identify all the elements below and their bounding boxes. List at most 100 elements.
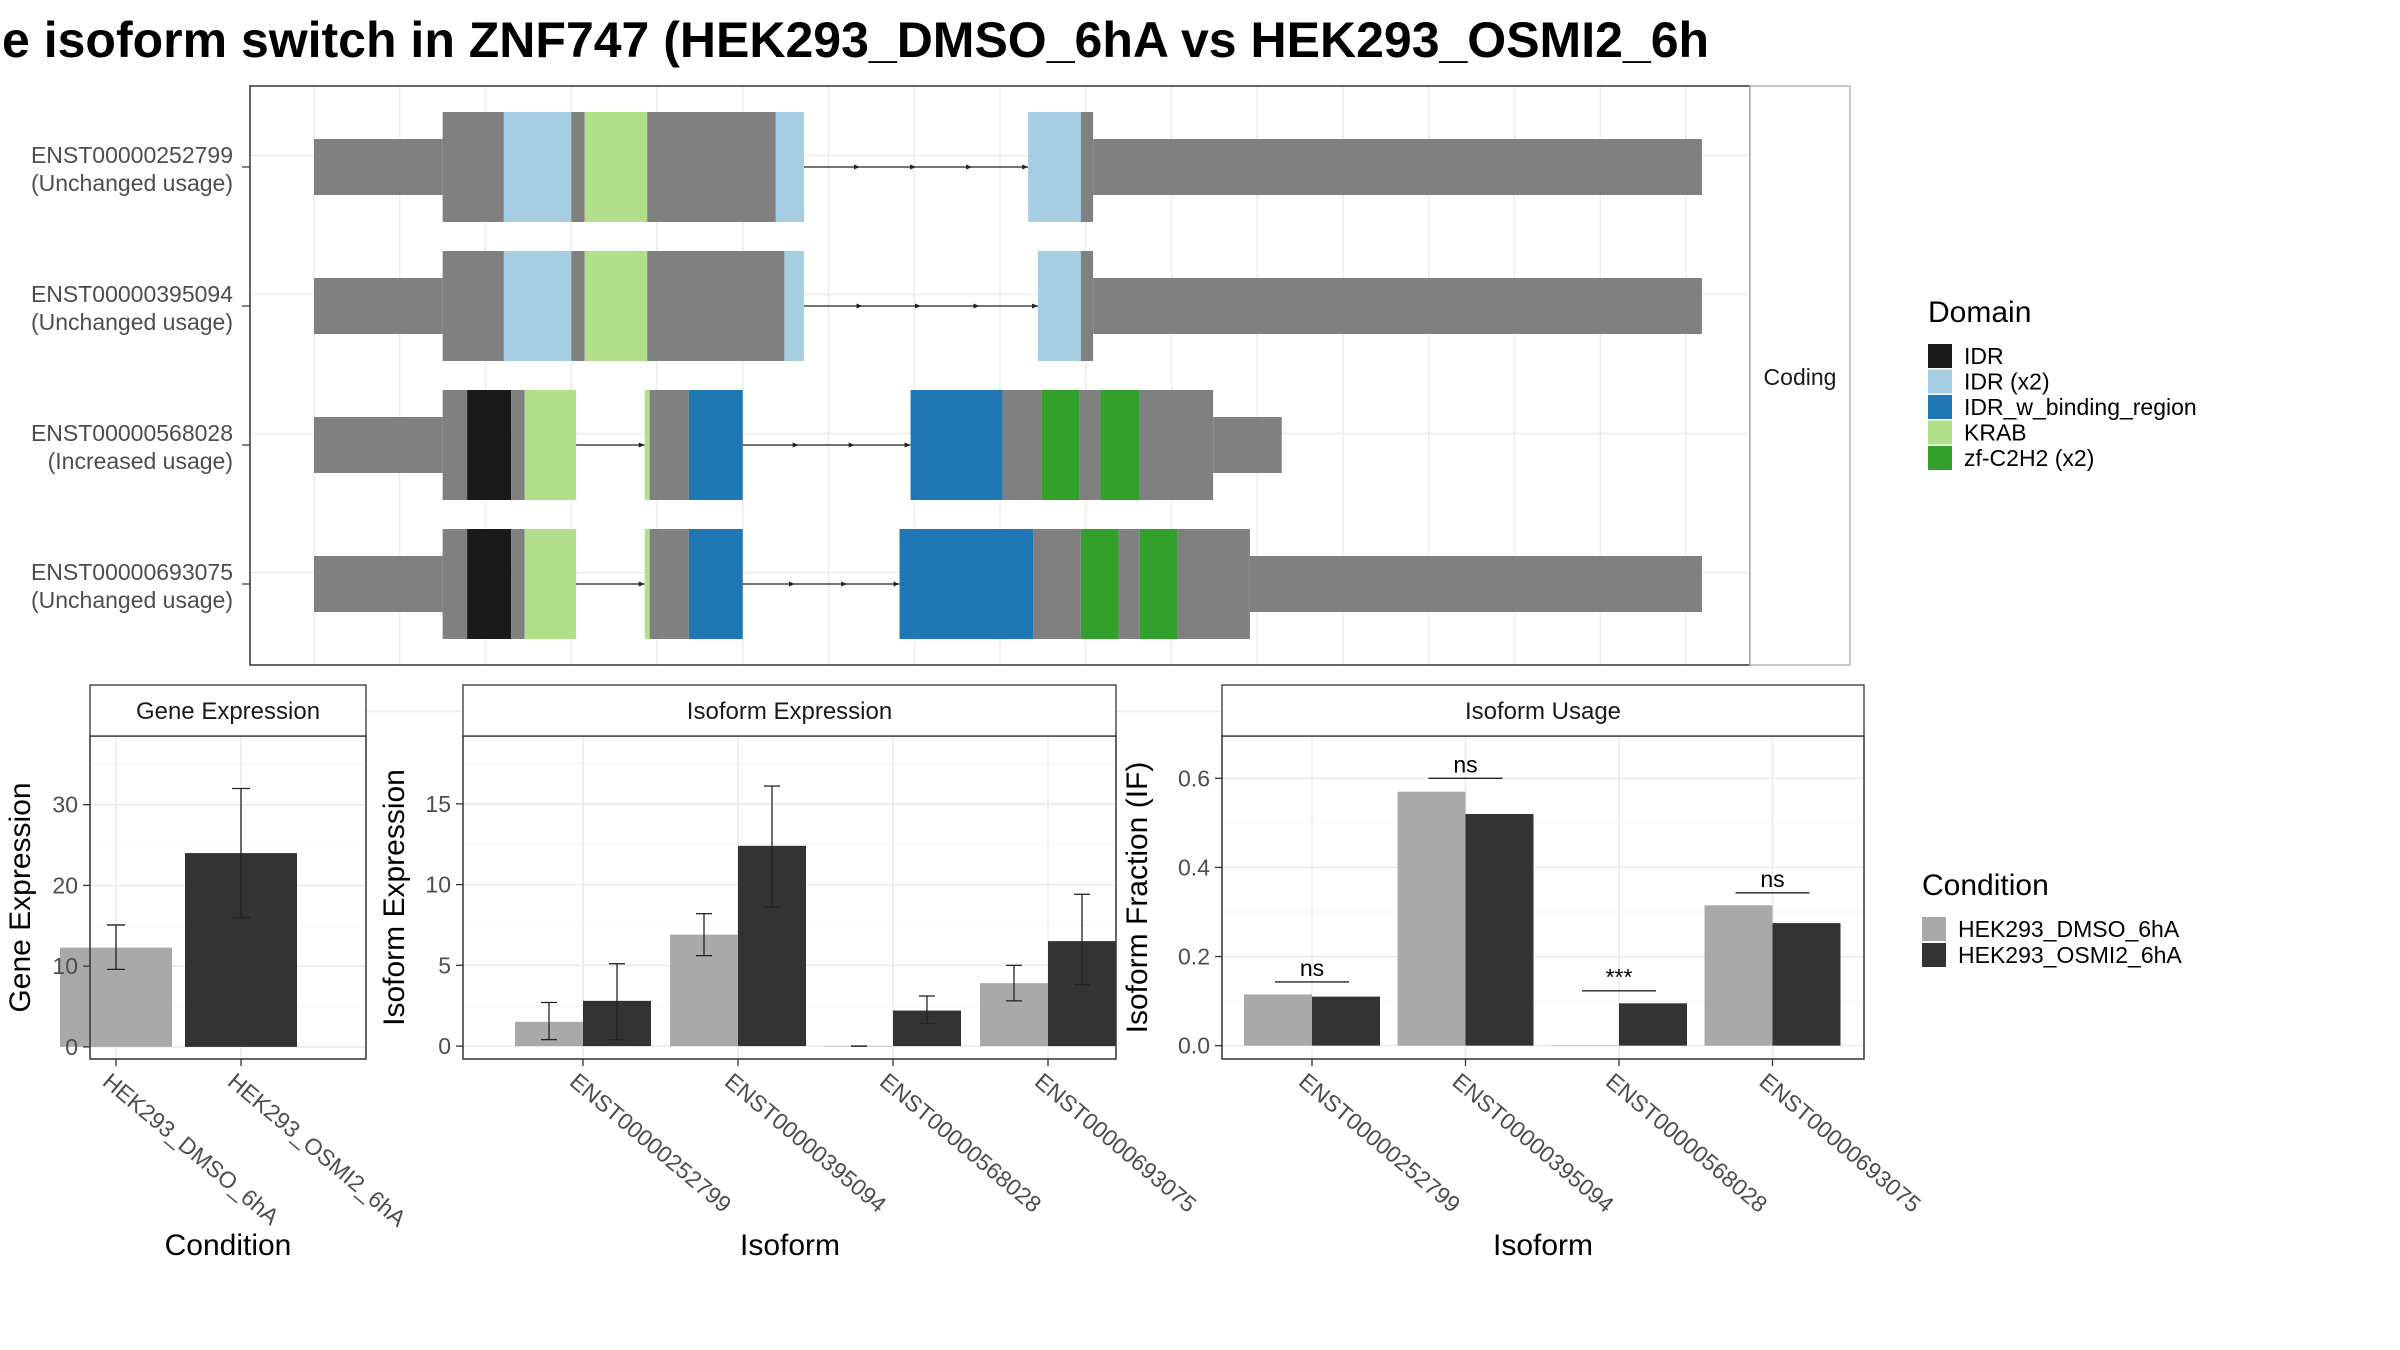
- x-tick-label: ENST00000693075: [1754, 1068, 1926, 1218]
- domain-block: [644, 529, 650, 639]
- y-tick-label: 10: [425, 872, 451, 898]
- domain-block: [688, 529, 743, 639]
- intron-arrow: [1022, 164, 1029, 170]
- coding-exon: [1118, 529, 1140, 639]
- y-tick-label: 5: [438, 952, 451, 978]
- coding-exon: [511, 390, 525, 500]
- intron-arrow: [792, 442, 799, 448]
- utr-exon: [314, 417, 443, 473]
- y-tick-label: 20: [52, 872, 78, 898]
- x-axis-label: Condition: [165, 1229, 292, 1262]
- coding-exon: [571, 112, 585, 222]
- domain-block: [584, 251, 648, 361]
- bar: [1244, 994, 1312, 1046]
- isoform-usage-label: (Unchanged usage): [31, 170, 233, 196]
- coding-exon: [442, 529, 468, 639]
- utr-exon: [314, 556, 443, 612]
- panel-title: Isoform Usage: [1465, 698, 1621, 725]
- isoform-usage-label: (Increased usage): [48, 448, 233, 474]
- significance-label: ns: [1453, 751, 1477, 777]
- utr-exon: [1249, 556, 1702, 612]
- intron-arrow: [848, 442, 855, 448]
- y-axis-label: Isoform Fraction (IF): [1121, 762, 1154, 1034]
- x-tick-label: ENST00000693075: [1030, 1068, 1202, 1218]
- domain-block: [1139, 529, 1178, 639]
- coding-exon: [1080, 251, 1094, 361]
- domain-block: [1028, 112, 1081, 222]
- utr-exon: [1093, 278, 1702, 334]
- coding-exon: [1079, 390, 1101, 500]
- x-tick-label: ENST00000252799: [565, 1068, 737, 1218]
- domain-block: [467, 529, 512, 639]
- isoform-id-label: ENST00000568028: [31, 420, 233, 446]
- domain-block: [910, 390, 1003, 500]
- figure-title: e isoform switch in ZNF747 (HEK293_DMSO_…: [2, 12, 1709, 68]
- condition-legend-label: HEK293_DMSO_6hA: [1958, 916, 2180, 942]
- coding-exon: [1080, 112, 1094, 222]
- domain-block: [524, 529, 577, 639]
- utr-exon: [314, 139, 443, 195]
- isoform-usage-label: (Unchanged usage): [31, 587, 233, 613]
- coding-exon: [442, 251, 504, 361]
- bar: [1397, 791, 1466, 1046]
- y-tick-label: 0: [438, 1033, 451, 1059]
- domain-block: [1100, 390, 1140, 500]
- utr-exon: [314, 278, 443, 334]
- utr-exon: [1213, 417, 1282, 473]
- significance-label: ns: [1760, 866, 1784, 892]
- bar: [1551, 1045, 1619, 1047]
- coding-exon: [571, 251, 585, 361]
- y-tick-label: 30: [52, 792, 78, 818]
- domain-legend-label: IDR (x2): [1964, 369, 2050, 395]
- domain-block: [524, 390, 577, 500]
- domain-block: [1080, 529, 1119, 639]
- domain-block: [1037, 251, 1081, 361]
- coding-exon: [649, 390, 689, 500]
- coding-exon: [442, 390, 468, 500]
- domain-legend-key: [1928, 420, 1952, 445]
- x-axis-label: Isoform: [1493, 1229, 1593, 1262]
- bar: [1465, 813, 1534, 1046]
- coding-exon: [647, 112, 776, 222]
- panel-title: Isoform Expression: [687, 698, 892, 725]
- bar: [1704, 905, 1773, 1046]
- bar: [1619, 1003, 1687, 1046]
- domain-legend-key: [1928, 369, 1952, 394]
- coding-exon: [442, 112, 504, 222]
- condition-legend-title: Condition: [1922, 869, 2049, 902]
- isoform-id-label: ENST00000395094: [31, 281, 233, 307]
- domain-legend-key: [1928, 344, 1952, 368]
- intron-arrow: [910, 164, 917, 170]
- bar: [1772, 923, 1841, 1046]
- domain-legend-label: IDR: [1964, 343, 2004, 369]
- x-tick-label: ENST00000395094: [1447, 1068, 1619, 1218]
- domain-block: [467, 390, 512, 500]
- y-axis-label: Isoform Expression: [378, 769, 411, 1026]
- y-tick-label: 15: [425, 791, 451, 817]
- domain-block: [1041, 390, 1080, 500]
- panel-title: Gene Expression: [136, 698, 320, 725]
- intron-arrow: [841, 581, 848, 587]
- domain-legend-label: zf-C2H2 (x2): [1964, 445, 2094, 471]
- intron-arrow: [789, 581, 796, 587]
- y-tick-label: 0.2: [1178, 944, 1210, 970]
- condition-legend-key: [1922, 917, 1946, 941]
- coding-exon: [1033, 529, 1081, 639]
- intron-arrow: [973, 303, 980, 309]
- intron-arrow: [854, 164, 861, 170]
- intron-arrow: [1031, 303, 1038, 309]
- y-axis-label: Gene Expression: [4, 782, 37, 1012]
- domain-block: [775, 112, 804, 222]
- y-tick-label: 0.4: [1178, 854, 1210, 880]
- domain-block: [584, 112, 648, 222]
- domain-block: [503, 112, 572, 222]
- coding-exon: [511, 529, 525, 639]
- significance-label: ns: [1300, 955, 1324, 981]
- x-tick-label: ENST00000568028: [1601, 1068, 1773, 1218]
- domain-block: [503, 251, 572, 361]
- panel-strip: [89, 684, 367, 737]
- domain-block: [644, 390, 650, 500]
